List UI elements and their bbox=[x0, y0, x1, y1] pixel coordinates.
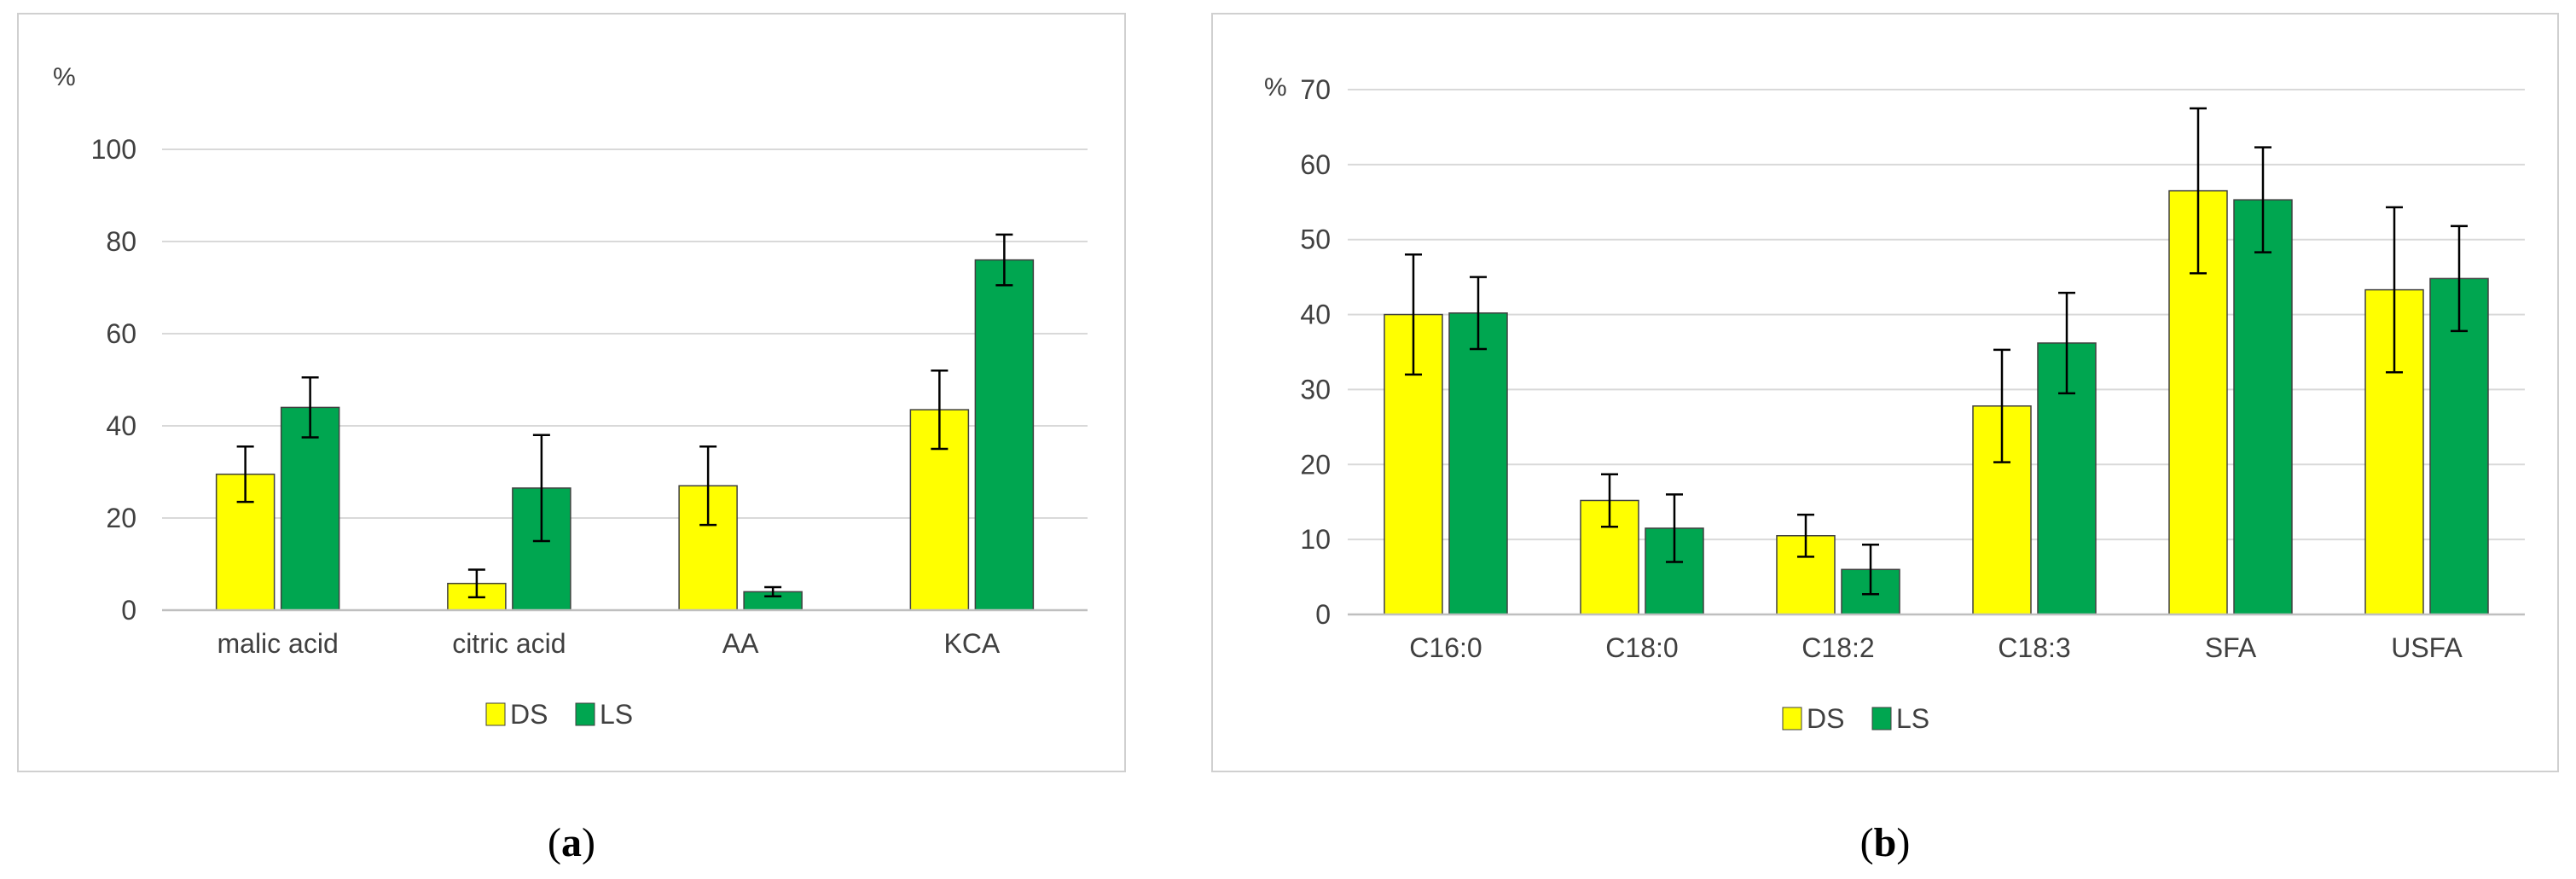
y-tick-label: 80 bbox=[106, 226, 136, 257]
y-tick-label: 0 bbox=[1315, 599, 1331, 630]
legend-label-ls: LS bbox=[1896, 703, 1929, 734]
y-tick-label: 30 bbox=[1300, 374, 1331, 405]
x-tick-label: KCA bbox=[943, 628, 1000, 659]
y-tick-label: 0 bbox=[121, 595, 136, 626]
x-tick-label: C16:0 bbox=[1409, 632, 1482, 663]
chart-svg-b: % 0 10 20 30 40 50 60 70 C16:0 C18:0 C18:2 C18:3 SFA U… bbox=[1211, 13, 2559, 772]
legend-swatch-ds bbox=[1782, 707, 1802, 731]
x-tick-label: citric acid bbox=[452, 628, 566, 659]
y-tick-label: 40 bbox=[106, 410, 136, 441]
bar-ls-1 bbox=[280, 406, 340, 611]
y-tick-label: 20 bbox=[1300, 449, 1331, 480]
y-tick-label: 20 bbox=[106, 503, 136, 533]
y-tick-label: 100 bbox=[91, 134, 136, 165]
y-axis-label: % bbox=[53, 63, 76, 91]
y-tick-label: 10 bbox=[1300, 524, 1331, 555]
caption-a: (a) bbox=[548, 820, 595, 865]
bar-ls-6 bbox=[2429, 277, 2489, 615]
bar-ls-5 bbox=[2233, 199, 2293, 615]
chart-panel-b: % 0 10 20 30 40 50 60 70 C16:0 C18:0 C18:2 C18:3 SFA U… bbox=[1211, 13, 2559, 772]
x-tick-label: C18:2 bbox=[1801, 632, 1874, 663]
x-tick-label: SFA bbox=[2205, 632, 2257, 663]
y-tick-label: 40 bbox=[1300, 300, 1331, 330]
x-tick-label: AA bbox=[722, 628, 759, 659]
legend-swatch-ls bbox=[575, 702, 595, 726]
y-tick-label: 50 bbox=[1300, 224, 1331, 255]
legend-label-ds: DS bbox=[510, 699, 548, 730]
y-axis-label: % bbox=[1264, 73, 1287, 102]
x-tick-label: malic acid bbox=[217, 628, 338, 659]
x-tick-label: C18:0 bbox=[1605, 632, 1678, 663]
legend-label-ds: DS bbox=[1807, 703, 1844, 734]
y-tick-label: 60 bbox=[1300, 149, 1331, 180]
bar-ls-4 bbox=[974, 259, 1035, 611]
chart-svg-a: % 0 20 40 60 80 100 malic acid citric acid AA KCA D… bbox=[17, 13, 1126, 772]
chart-frame bbox=[17, 13, 1126, 772]
bar-ls-1 bbox=[1448, 312, 1508, 615]
chart-panel-a: % 0 20 40 60 80 100 malic acid citric acid AA KCA D… bbox=[17, 13, 1126, 772]
legend-swatch-ls bbox=[1871, 707, 1892, 731]
legend-label-ls: LS bbox=[600, 699, 633, 730]
caption-b: (b) bbox=[1859, 820, 1911, 865]
x-tick-label: USFA bbox=[2391, 632, 2463, 663]
y-tick-label: 70 bbox=[1300, 74, 1331, 105]
legend-swatch-ds bbox=[485, 702, 506, 726]
x-tick-label: C18:3 bbox=[1998, 632, 2070, 663]
y-tick-label: 60 bbox=[106, 318, 136, 349]
